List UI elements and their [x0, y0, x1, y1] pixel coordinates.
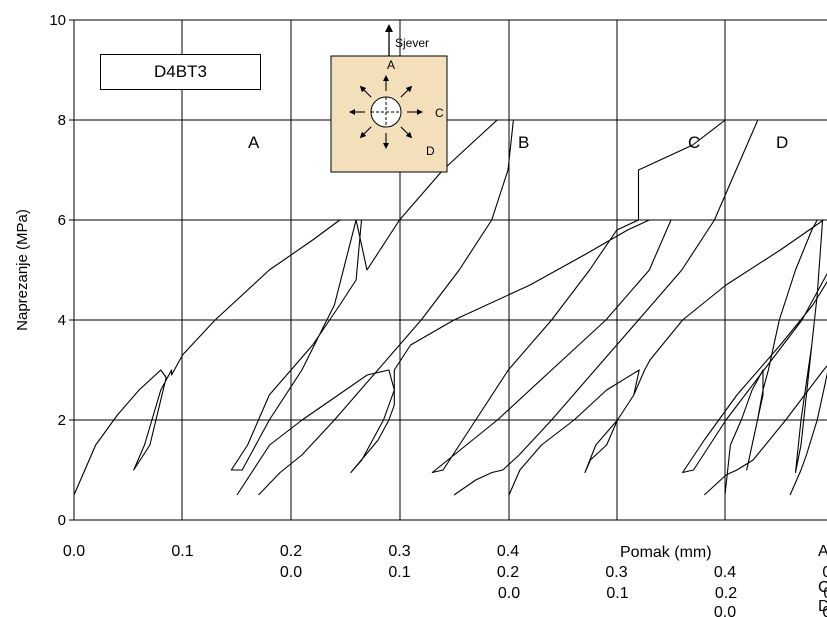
- direction-arrow-head: [405, 131, 413, 139]
- grid-lines: [74, 19, 827, 521]
- x-tick-label-b: 0.0: [280, 564, 302, 581]
- direction-arrow-head: [359, 131, 367, 139]
- direction-arrow-head: [349, 109, 355, 115]
- series-c-line: [508, 219, 827, 496]
- x-tick-label-a: 0.4: [497, 543, 519, 560]
- y-tick-label: 10: [49, 12, 66, 29]
- axis-row-letter: A: [818, 543, 827, 560]
- direction-arrow-head: [383, 75, 389, 81]
- direction-arrow-head: [359, 85, 367, 93]
- x-tick-label-c: 0.2: [715, 585, 737, 602]
- x-tick-label-a: 0.0: [63, 543, 85, 560]
- axes: [69, 19, 827, 521]
- y-tick-label: 2: [58, 412, 66, 429]
- direction-arrow-head: [417, 109, 423, 115]
- x-tick-label-a: 0.1: [171, 543, 193, 560]
- north-label: Sjever: [395, 36, 429, 50]
- x-tick-label-d: 0.1: [822, 604, 827, 617]
- x-tick-label-b: 0.2: [497, 564, 519, 581]
- x-tick-label-b: 0.1: [388, 564, 410, 581]
- series-lines: A B C D: [73, 119, 827, 496]
- series-b-label: B: [518, 133, 529, 152]
- series-d-label: D: [776, 133, 788, 152]
- y-tick-label: 8: [58, 112, 66, 129]
- direction-label-c: C: [435, 106, 444, 120]
- series-c-label: C: [688, 133, 700, 152]
- x-tick-label-d: 0.0: [714, 604, 736, 617]
- axis-row-letter: C: [818, 579, 827, 596]
- x-tick-label-a: 0.2: [280, 543, 302, 560]
- series-a-line: [73, 119, 514, 496]
- series-b-line: [236, 119, 759, 496]
- x-tick-label-c: 0.1: [606, 585, 628, 602]
- x-tick-label-b: 0.3: [605, 564, 627, 581]
- y-tick-labels: 0 2 4 6 8 10: [49, 12, 66, 529]
- y-axis-label: Naprezanje (MPa): [14, 209, 31, 331]
- north-arrow-head: [385, 24, 393, 32]
- direction-arrow-head: [383, 143, 389, 149]
- specimen-label: D4BT3: [100, 54, 261, 90]
- axis-row-letter: D: [818, 598, 827, 615]
- y-tick-label: 0: [58, 512, 66, 529]
- series-d-line: [724, 219, 827, 496]
- direction-arrow-head: [405, 85, 413, 93]
- direction-label-d: D: [426, 144, 435, 158]
- y-tick-label: 6: [58, 212, 66, 229]
- x-tick-label-c: 0.3: [823, 585, 827, 602]
- y-tick-label: 4: [58, 312, 66, 329]
- x-tick-label-b: 0.5: [822, 564, 827, 581]
- x-tick-label-b: 0.4: [714, 564, 736, 581]
- x-tick-label-a: 0.3: [388, 543, 410, 560]
- x-tick-labels: 0.0 0.1 0.2 0.3 0.4 0.0 0.1 0.2 0.3 0.4 0.5 0.0 0.1 0…: [63, 543, 827, 617]
- series-a-label: A: [248, 133, 260, 152]
- direction-label-a: A: [387, 58, 395, 72]
- x-axis-label: Pomak (mm): [620, 544, 712, 561]
- x-tick-label-c: 0.0: [498, 585, 520, 602]
